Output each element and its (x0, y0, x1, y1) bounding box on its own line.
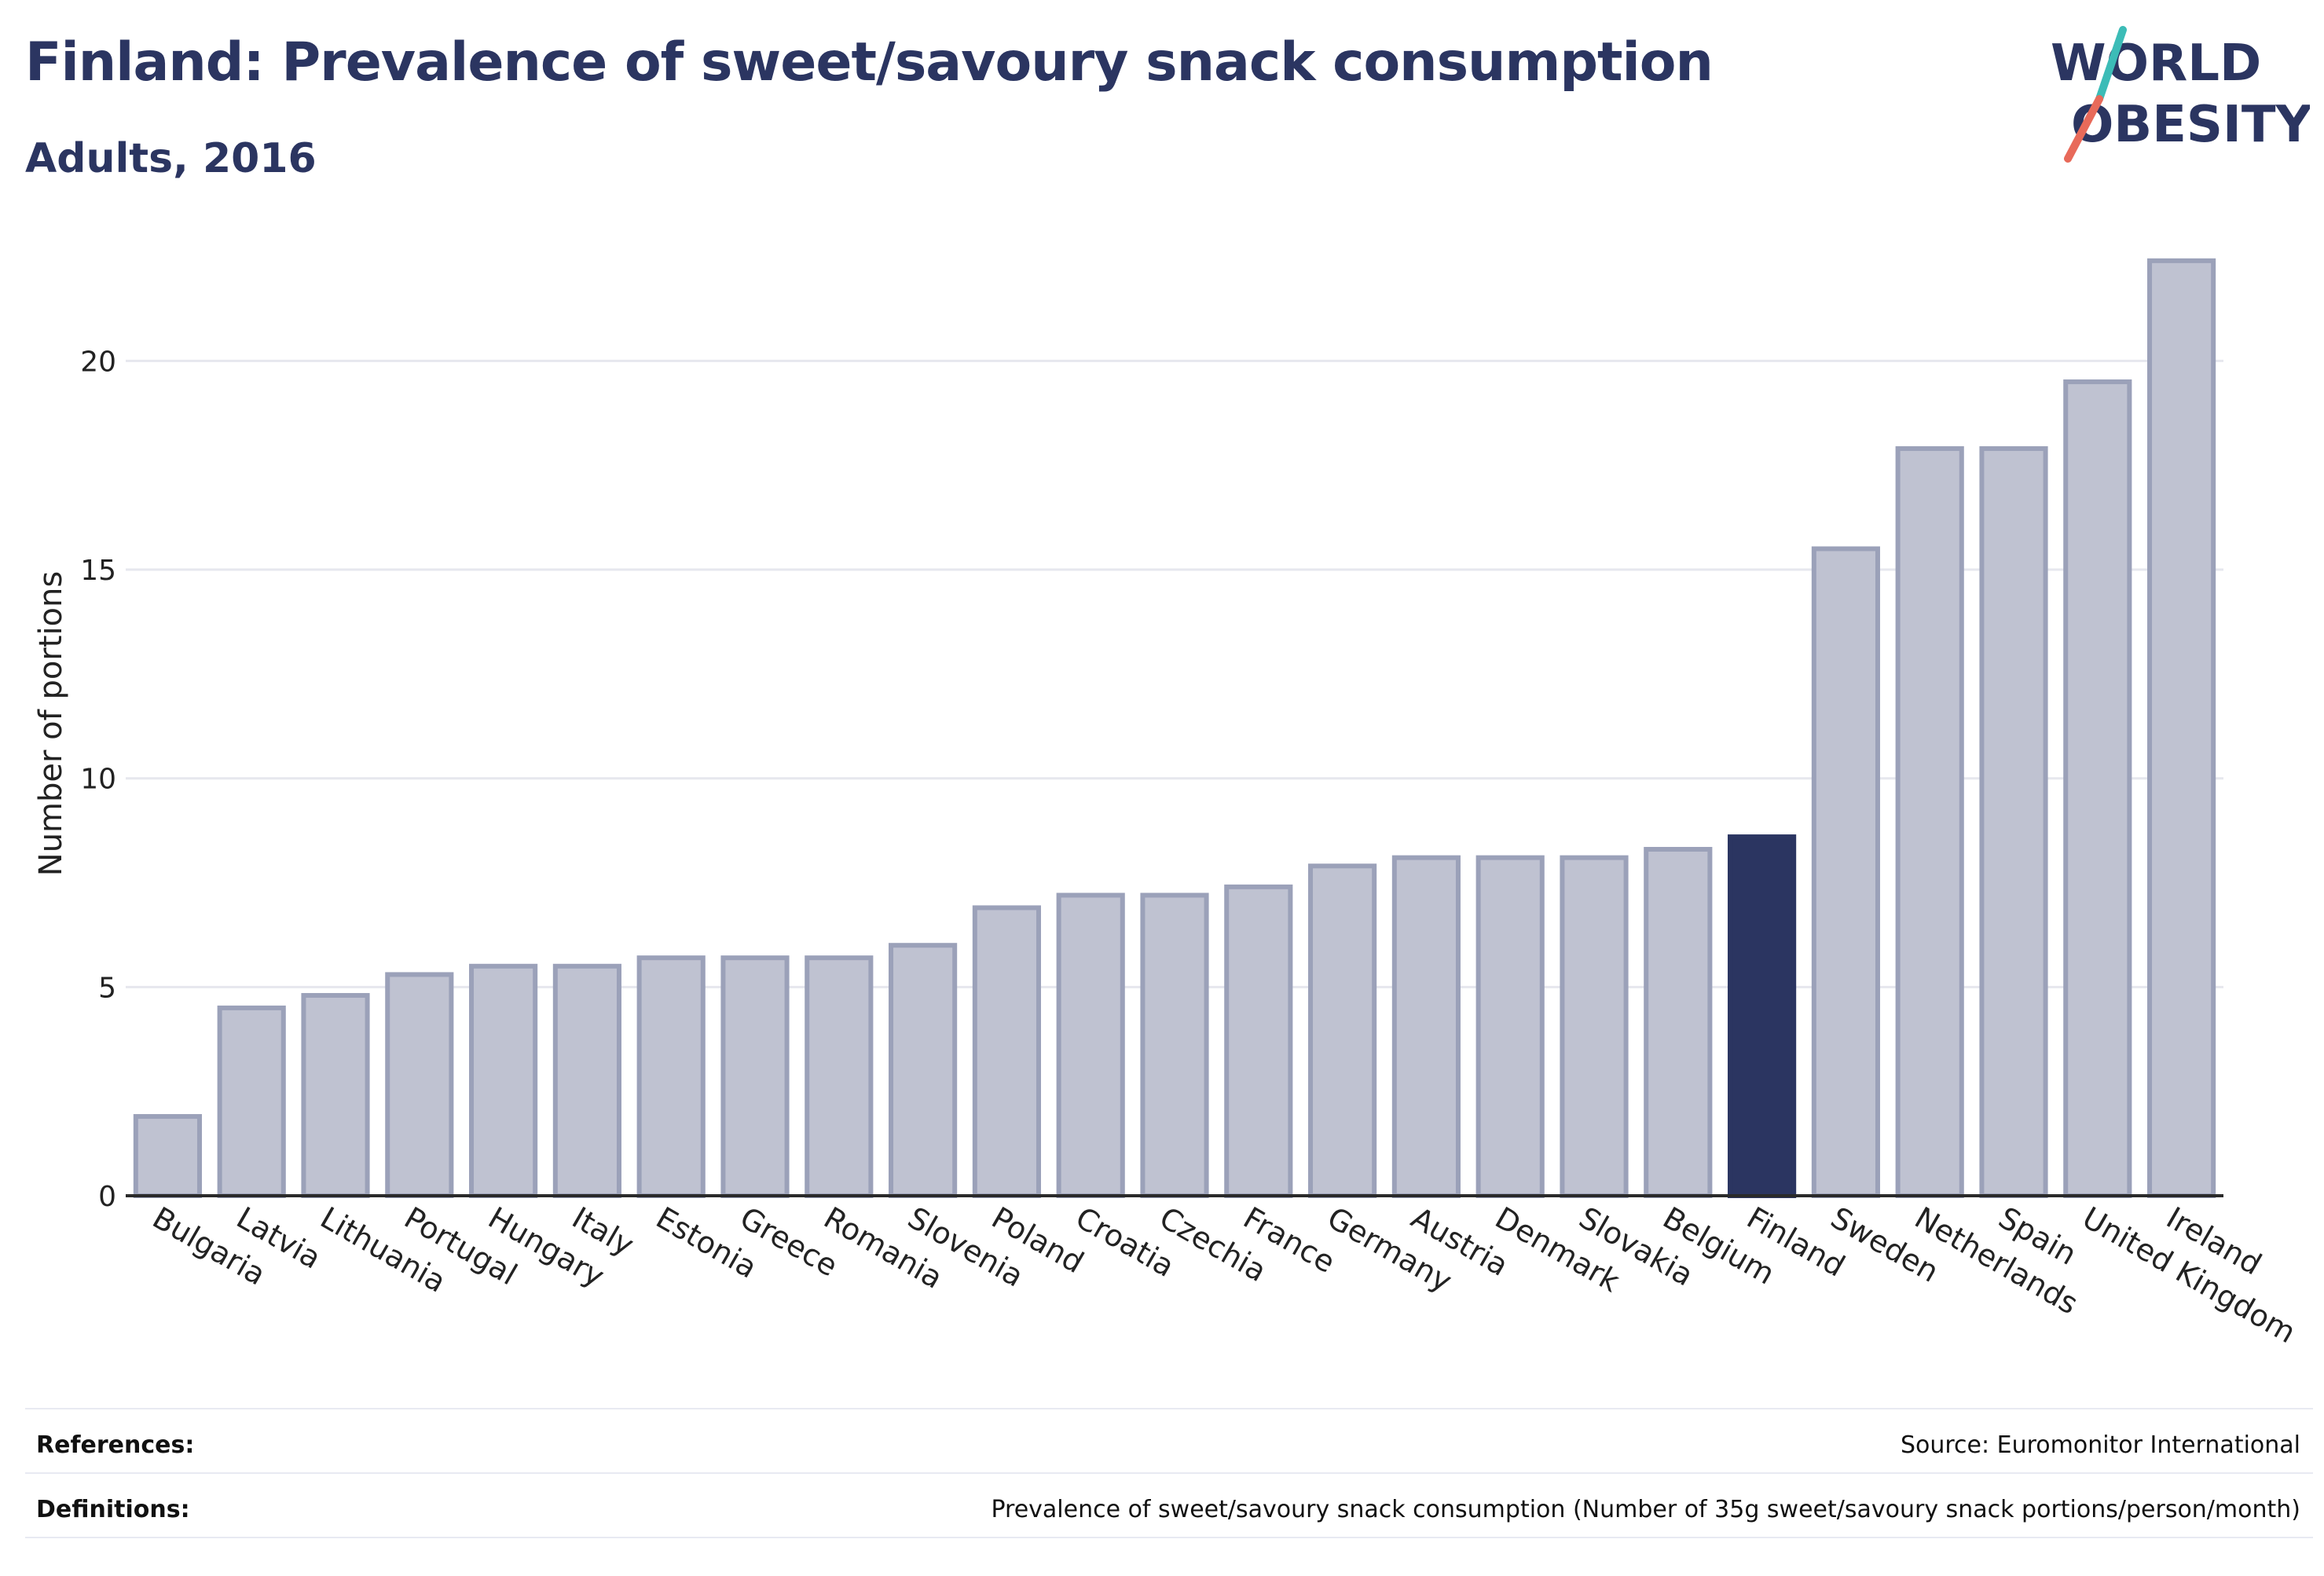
logo-text-world: WORLD (2051, 35, 2261, 93)
bar-latvia (217, 1005, 286, 1199)
bar-united-kingdom (2063, 379, 2132, 1198)
bar-italy (552, 963, 621, 1198)
footer-divider-top (25, 1408, 2313, 1409)
bar-france (1224, 884, 1293, 1199)
bar-germany (1308, 863, 1377, 1198)
bar-estonia (636, 955, 706, 1198)
bar-ireland (2147, 258, 2216, 1198)
bar-sweden (1811, 546, 1880, 1198)
bars-layer (133, 258, 2216, 1199)
y-tick-label: 20 (80, 346, 116, 378)
bar-slovakia (1560, 855, 1629, 1198)
y-tick-label: 0 (98, 1181, 116, 1213)
y-tick-label: 15 (80, 555, 116, 587)
definitions-label: Definitions: (36, 1496, 190, 1523)
footer-divider-middle (25, 1472, 2313, 1474)
bar-czechia (1140, 892, 1209, 1198)
bar-finland (1728, 834, 1797, 1198)
bar-netherlands (1895, 445, 1964, 1198)
logo-slash-coral-icon (2064, 95, 2103, 163)
y-axis-title: Number of portions (33, 571, 69, 876)
x-tick-labels: BulgariaLatviaLithuaniaPortugalHungaryIt… (147, 1200, 2302, 1351)
definitions-value: Prevalence of sweet/savoury snack consum… (991, 1496, 2300, 1523)
y-tick-label: 5 (98, 972, 116, 1004)
logo-text-obesity: OBESITY (2071, 96, 2310, 154)
y-tick-labels: 0 5 10 15 20 (80, 346, 116, 1213)
bar-denmark (1475, 855, 1545, 1198)
bar-spain (1979, 445, 2048, 1198)
chart-title: Finland: Prevalence of sweet/savoury sna… (25, 31, 1714, 93)
world-obesity-logo: WORLD OBESITY (2051, 26, 2310, 163)
logo-slash-teal-icon (2095, 26, 2127, 103)
y-tick-label: 10 (80, 764, 116, 796)
bar-slovenia (889, 943, 958, 1199)
bar-greece (720, 955, 790, 1198)
bar-croatia (1056, 892, 1125, 1198)
bar-austria (1391, 855, 1461, 1198)
references-value: Source: Euromonitor International (1900, 1431, 2300, 1459)
bar-poland (972, 905, 1041, 1199)
chart-subtitle: Adults, 2016 (25, 135, 317, 182)
footer-divider-bottom (25, 1537, 2313, 1538)
bar-bulgaria (133, 1114, 202, 1198)
references-label: References: (36, 1431, 195, 1459)
bar-chart: 0 5 10 15 20 BulgariaLatviaLithuaniaPortugal… (33, 258, 2302, 1351)
bar-lithuania (301, 992, 370, 1198)
bar-hungary (469, 963, 538, 1198)
bar-belgium (1644, 847, 1713, 1198)
bar-portugal (385, 972, 454, 1198)
bar-romania (805, 955, 874, 1198)
